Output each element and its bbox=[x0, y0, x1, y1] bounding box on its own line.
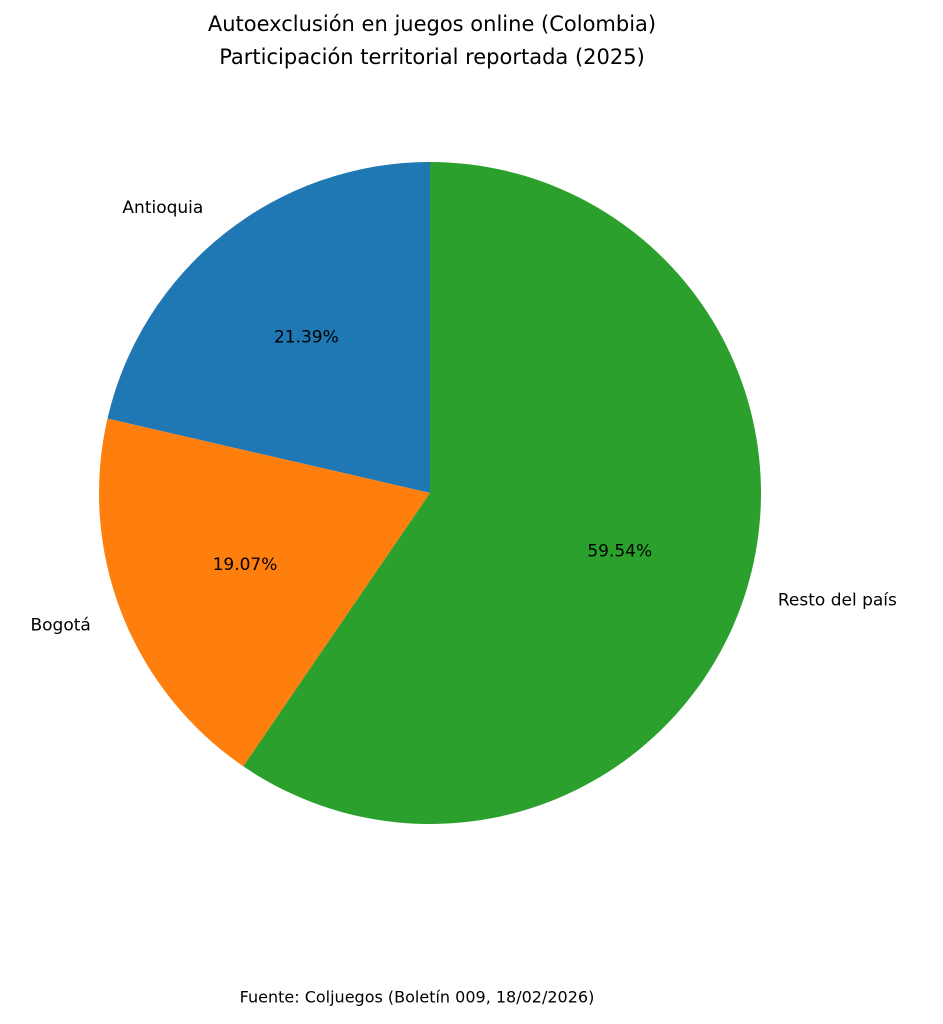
value-label: 21.39% bbox=[274, 328, 339, 348]
pie-slice bbox=[243, 161, 761, 824]
value-label: 59.54% bbox=[587, 542, 652, 562]
slice-label: Antioquia bbox=[122, 198, 203, 218]
pie-slice bbox=[99, 418, 430, 767]
slice-label: Resto del país bbox=[778, 590, 897, 610]
chart-subtitle: Participación territorial reportada (202… bbox=[219, 45, 645, 69]
pie-slice bbox=[107, 162, 431, 493]
source-note: Fuente: Coljuegos (Boletín 009, 18/02/20… bbox=[240, 988, 595, 1007]
value-label: 19.07% bbox=[213, 555, 278, 575]
chart-title: Autoexclusión en juegos online (Colombia… bbox=[208, 12, 656, 36]
slice-label: Bogotá bbox=[30, 615, 90, 635]
